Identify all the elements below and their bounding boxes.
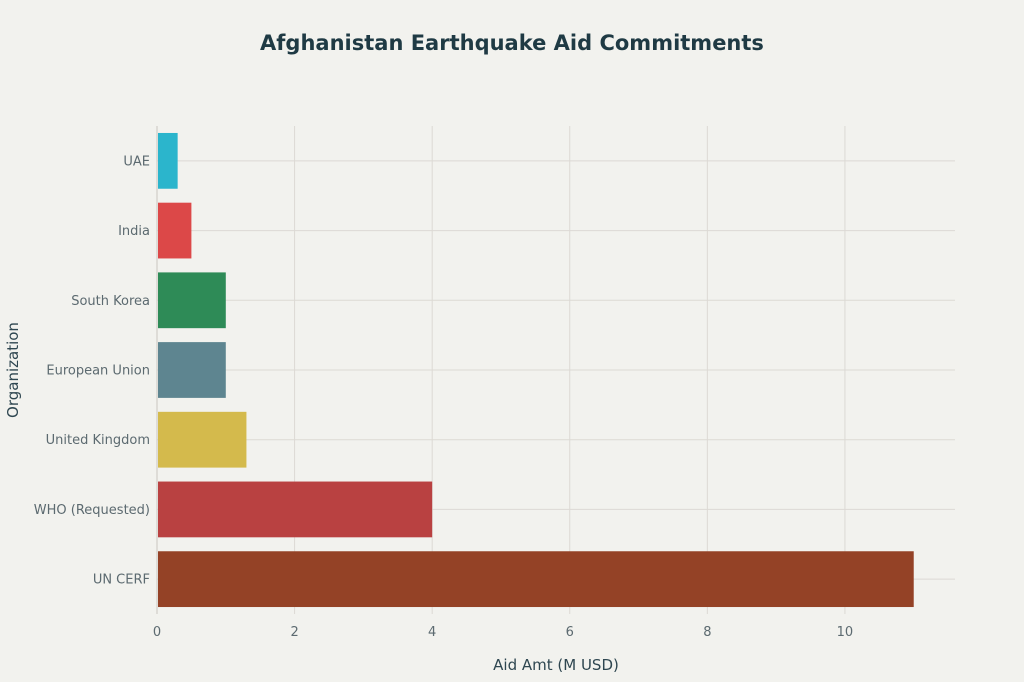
x-tick-label: 2 [290, 625, 298, 640]
bar[interactable] [158, 481, 433, 538]
x-tick-label: 4 [428, 625, 436, 640]
y-category-label: WHO (Requested) [34, 503, 150, 518]
bar[interactable] [158, 551, 914, 608]
y-category-label: South Korea [71, 294, 150, 309]
x-axis-title: Aid Amt (M USD) [493, 656, 619, 674]
bar[interactable] [158, 202, 192, 259]
y-axis-title: Organization [4, 322, 22, 418]
x-tick-label: 8 [703, 625, 711, 640]
y-category-labels: UAE India South Korea European Union United … [34, 154, 150, 587]
y-category-label: UN CERF [93, 573, 150, 588]
x-tick-labels: 0 2 4 6 8 10 [153, 625, 853, 640]
chart-title: Afghanistan Earthquake Aid Commitments [260, 31, 764, 55]
y-category-label: European Union [46, 364, 150, 379]
grid [157, 126, 955, 614]
x-tick-label: 0 [153, 625, 161, 640]
x-tick-label: 10 [837, 625, 854, 640]
y-category-label: UAE [123, 154, 150, 169]
bar[interactable] [158, 132, 178, 189]
bars [158, 132, 914, 608]
bar[interactable] [158, 411, 247, 468]
x-tick-label: 6 [566, 625, 574, 640]
y-category-label: United Kingdom [46, 433, 150, 448]
y-category-label: India [118, 224, 150, 239]
bar[interactable] [158, 342, 226, 398]
bar[interactable] [158, 272, 226, 329]
